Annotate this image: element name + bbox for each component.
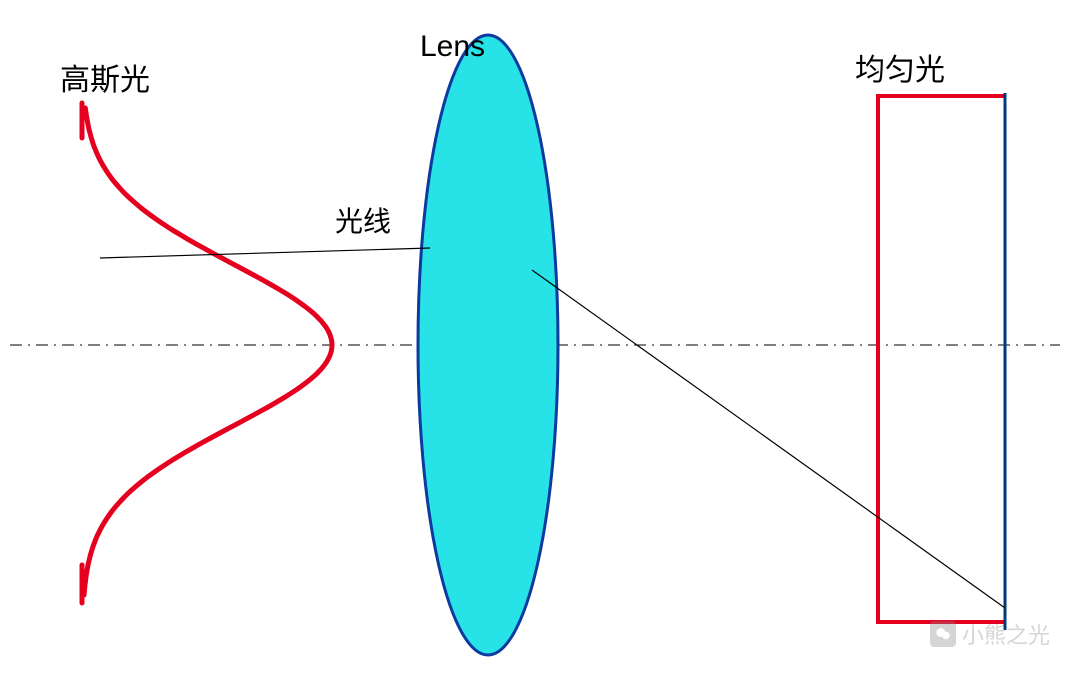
lens-shape	[418, 35, 558, 655]
label-lens: Lens	[420, 30, 485, 64]
watermark: 小熊之光	[930, 618, 1050, 650]
ray-line-1	[532, 270, 1005, 608]
uniform-profile	[878, 96, 1005, 622]
label-uniform: 均匀光	[855, 45, 945, 89]
ray-line-0	[100, 248, 430, 258]
wechat-icon	[930, 621, 956, 647]
label-uniform-text: 均匀光	[855, 54, 945, 87]
gaussian-profile	[84, 108, 332, 595]
label-ray-text: 光线	[335, 206, 391, 237]
label-gaussian: 高斯光	[60, 55, 150, 99]
label-gaussian-text: 高斯光	[60, 64, 150, 97]
label-lens-text: Lens	[420, 30, 485, 63]
watermark-text: 小熊之光	[962, 618, 1050, 650]
label-ray: 光线	[335, 200, 391, 240]
